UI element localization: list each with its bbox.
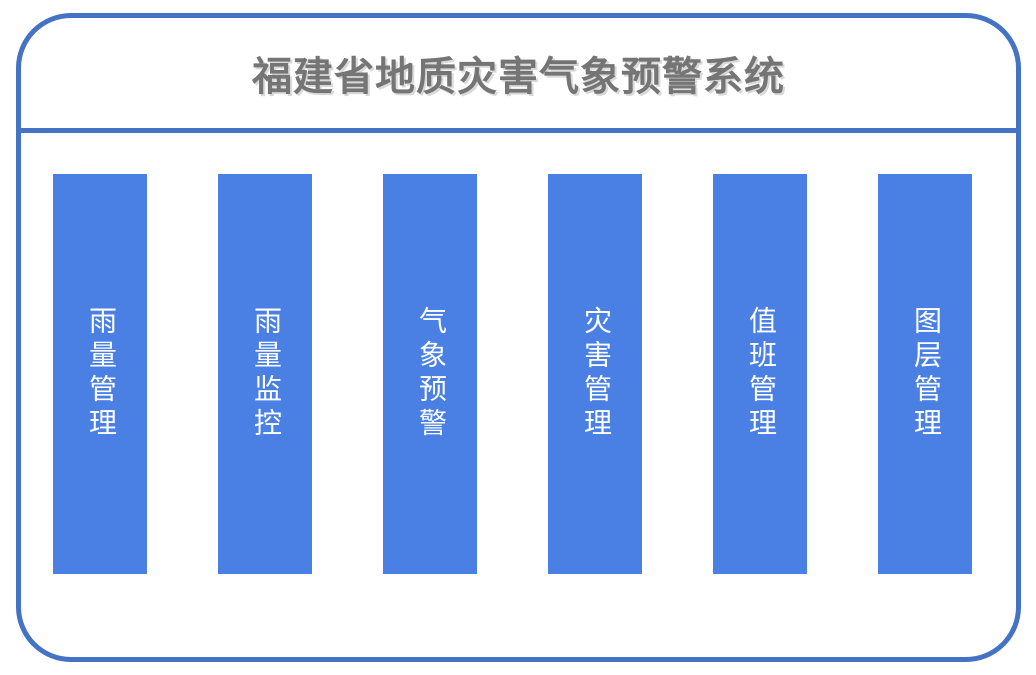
- pillar-label: 值班管理: [745, 306, 776, 442]
- pillar-label: 雨量管理: [85, 306, 116, 442]
- pillar-label: 灾害管理: [580, 306, 611, 442]
- page-title: 福建省地质灾害气象预警系统: [252, 55, 785, 99]
- system-frame: 福建省地质灾害气象预警系统 雨量管理 雨量监控 气象预警 灾害管理 值班管理 图…: [16, 13, 1021, 662]
- pillar-label: 雨量监控: [250, 306, 281, 442]
- pillar-disaster-management[interactable]: 灾害管理: [548, 174, 642, 574]
- pillar-rainfall-monitoring[interactable]: 雨量监控: [218, 174, 312, 574]
- pillar-duty-management[interactable]: 值班管理: [713, 174, 807, 574]
- header-band: 福建省地质灾害气象预警系统: [21, 18, 1016, 128]
- pillar-label: 图层管理: [910, 306, 941, 442]
- pillar-label: 气象预警: [415, 306, 446, 442]
- pillar-rainfall-management[interactable]: 雨量管理: [53, 174, 147, 574]
- module-menu: 雨量管理 雨量监控 气象预警 灾害管理 值班管理 图层管理: [53, 174, 972, 574]
- header-divider: [21, 128, 1016, 133]
- pillar-layer-management[interactable]: 图层管理: [878, 174, 972, 574]
- pillar-weather-warning[interactable]: 气象预警: [383, 174, 477, 574]
